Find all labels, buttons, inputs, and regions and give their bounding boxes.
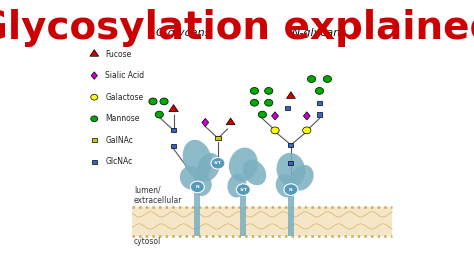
Text: N: N bbox=[289, 188, 293, 192]
Text: Mannose: Mannose bbox=[105, 114, 140, 123]
Text: S/T: S/T bbox=[239, 188, 247, 192]
Text: Fucose: Fucose bbox=[105, 49, 132, 59]
Bar bbox=[288, 194, 294, 236]
Circle shape bbox=[271, 127, 279, 134]
Text: lumen/
extracellular: lumen/ extracellular bbox=[134, 186, 182, 205]
Bar bbox=[171, 128, 176, 132]
Text: N-glycans: N-glycans bbox=[292, 28, 347, 38]
Ellipse shape bbox=[229, 148, 258, 182]
Bar bbox=[288, 143, 293, 147]
Ellipse shape bbox=[277, 153, 305, 187]
Ellipse shape bbox=[192, 175, 212, 196]
Text: Sialic Acid: Sialic Acid bbox=[105, 71, 145, 80]
Polygon shape bbox=[272, 112, 279, 120]
Text: Glycosylation explained: Glycosylation explained bbox=[0, 9, 474, 47]
Bar bbox=[92, 138, 97, 142]
Circle shape bbox=[191, 181, 204, 193]
Ellipse shape bbox=[276, 174, 297, 197]
Circle shape bbox=[250, 99, 259, 106]
Bar bbox=[92, 160, 97, 164]
Bar bbox=[132, 207, 392, 236]
Bar bbox=[288, 161, 293, 165]
Ellipse shape bbox=[182, 140, 212, 179]
Circle shape bbox=[315, 88, 324, 94]
Polygon shape bbox=[202, 118, 209, 127]
Bar bbox=[285, 106, 290, 110]
Text: cytosol: cytosol bbox=[134, 237, 161, 246]
Text: Galactose: Galactose bbox=[105, 93, 144, 102]
Circle shape bbox=[155, 111, 164, 118]
Polygon shape bbox=[226, 118, 235, 125]
Polygon shape bbox=[286, 92, 295, 98]
Polygon shape bbox=[303, 112, 310, 120]
Bar bbox=[317, 113, 322, 117]
Circle shape bbox=[91, 116, 98, 122]
Bar bbox=[240, 194, 246, 236]
Circle shape bbox=[303, 127, 311, 134]
Circle shape bbox=[149, 98, 157, 105]
Ellipse shape bbox=[197, 153, 220, 181]
Circle shape bbox=[250, 88, 259, 94]
Text: S/T: S/T bbox=[214, 161, 222, 165]
Text: GlcNAc: GlcNAc bbox=[105, 157, 133, 167]
Bar bbox=[317, 101, 322, 105]
Circle shape bbox=[237, 184, 250, 196]
Circle shape bbox=[308, 76, 316, 82]
Ellipse shape bbox=[291, 165, 314, 190]
Circle shape bbox=[264, 99, 273, 106]
Circle shape bbox=[91, 94, 98, 100]
Circle shape bbox=[323, 76, 331, 82]
Circle shape bbox=[211, 157, 225, 169]
Bar bbox=[194, 191, 200, 236]
Ellipse shape bbox=[243, 160, 266, 185]
Circle shape bbox=[160, 98, 168, 105]
Text: GalNAc: GalNAc bbox=[105, 136, 133, 145]
Ellipse shape bbox=[228, 174, 246, 197]
Text: N: N bbox=[196, 185, 199, 189]
Bar bbox=[171, 144, 176, 148]
Bar bbox=[215, 136, 220, 140]
Polygon shape bbox=[169, 105, 178, 112]
Polygon shape bbox=[90, 50, 99, 56]
Circle shape bbox=[258, 111, 266, 118]
Polygon shape bbox=[91, 72, 97, 79]
Ellipse shape bbox=[180, 166, 202, 190]
Text: O-glycans: O-glycans bbox=[155, 28, 211, 38]
Circle shape bbox=[264, 88, 273, 94]
Circle shape bbox=[284, 184, 298, 196]
